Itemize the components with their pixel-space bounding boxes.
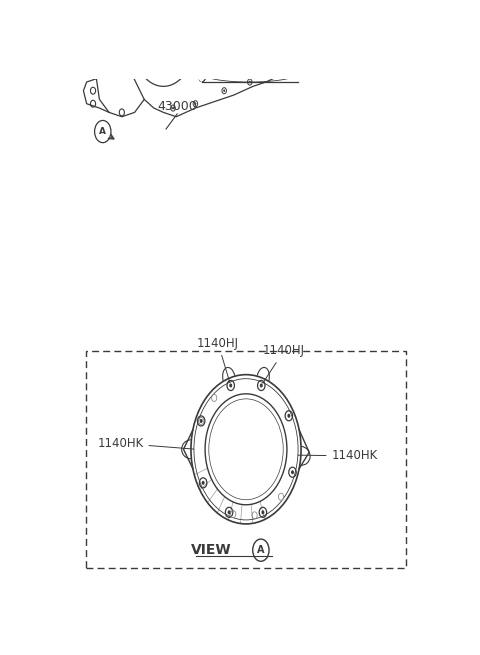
Circle shape — [284, 67, 286, 70]
Text: 43000: 43000 — [157, 100, 197, 113]
Circle shape — [291, 470, 294, 474]
Text: A: A — [99, 127, 106, 136]
Text: A: A — [257, 545, 264, 555]
Circle shape — [249, 81, 251, 83]
Text: VIEW: VIEW — [191, 543, 231, 557]
Text: 1140HJ: 1140HJ — [263, 345, 305, 383]
Circle shape — [172, 107, 174, 109]
Circle shape — [228, 510, 230, 514]
Circle shape — [202, 481, 204, 485]
Circle shape — [260, 383, 263, 388]
Circle shape — [262, 510, 264, 514]
Circle shape — [288, 414, 290, 418]
Bar — [86, 351, 406, 568]
Circle shape — [229, 383, 232, 388]
Text: 1140HK: 1140HK — [97, 437, 194, 450]
Text: 1140HK: 1140HK — [298, 449, 378, 462]
Circle shape — [200, 419, 203, 423]
Circle shape — [194, 102, 196, 105]
Text: 1140HJ: 1140HJ — [197, 337, 239, 383]
Circle shape — [223, 89, 225, 92]
